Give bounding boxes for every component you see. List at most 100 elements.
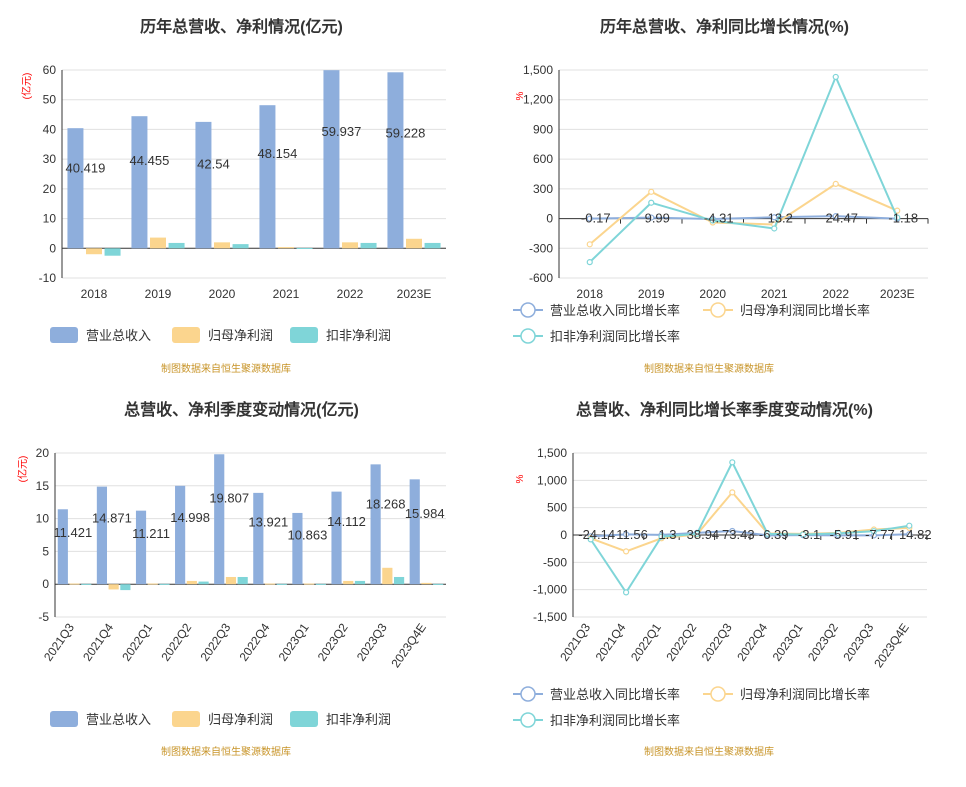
x-tick-label: 2021Q4 [593, 620, 629, 663]
data-point [586, 215, 593, 222]
data-point [870, 528, 877, 535]
y-tick-label: 50 [43, 93, 57, 107]
y-tick-label: 15 [36, 479, 50, 493]
x-tick-label: 2022Q1 [119, 620, 155, 663]
x-tick-label: 2020 [699, 287, 726, 301]
x-tick-label: 2022Q4 [237, 620, 273, 663]
data-point [623, 548, 630, 555]
y-tick-label: 1,000 [537, 473, 567, 487]
y-tick-label: 0 [560, 528, 567, 542]
x-tick-label: 2018 [81, 287, 108, 301]
series-line-revenue-growth [589, 215, 898, 220]
data-label: 40.419 [66, 161, 106, 176]
data-point [648, 188, 655, 195]
data-label: 9.99 [645, 211, 670, 226]
data-point [623, 531, 630, 538]
y-tick-label: 40 [43, 122, 57, 136]
data-point [906, 522, 913, 529]
y-tick-label: 20 [43, 182, 57, 196]
x-tick-label: 2020 [209, 287, 236, 301]
bar-revenue [253, 492, 264, 585]
data-label: 11.211 [132, 526, 170, 541]
y-tick-label: -600 [529, 271, 553, 285]
data-label: -0.17 [581, 211, 611, 226]
chart-title: 总营收、净利同比增长率季度变动情况(%) [576, 400, 873, 419]
y-tick-label: -300 [529, 241, 553, 255]
x-tick-label: 2019 [145, 287, 172, 301]
data-point [586, 259, 593, 266]
bar-revenue [259, 105, 276, 249]
x-tick-label: 2023Q2 [805, 620, 841, 663]
data-point [729, 527, 736, 535]
x-tick-label: 2021Q4 [80, 620, 116, 663]
x-tick-label: 2023E [397, 287, 432, 301]
y-tick-label: -5 [38, 610, 49, 624]
data-label: 10.863 [288, 527, 328, 542]
y-tick-label: 1,500 [523, 63, 553, 77]
data-point [623, 589, 630, 596]
quarterly-growth-chart: 总营收、净利同比增长率季度变动情况(%)% -1,500 -1,000 -500 0 50… [483, 393, 966, 786]
data-label: 59.937 [322, 124, 362, 139]
x-tick-label: 2021Q3 [41, 620, 77, 663]
data-label: 11.56 [616, 527, 648, 542]
y-tick-label: -500 [543, 555, 567, 569]
chart-title: 总营收、净利季度变动情况(亿元) [124, 400, 359, 419]
data-label: 44.455 [130, 153, 170, 168]
bar-net-profit [304, 583, 315, 585]
bar-deducted-profit [237, 576, 248, 585]
y-tick-label: 1,200 [523, 93, 553, 107]
series-line-deducted-profit-growth [589, 460, 910, 595]
legend-label: 营业总收入同比增长率 [550, 303, 680, 318]
series-line-net-profit-growth [590, 490, 910, 553]
data-label: 48.154 [258, 146, 298, 161]
legend-swatch [172, 327, 200, 343]
legend-marker [520, 328, 536, 344]
bar-net-profit [421, 582, 432, 585]
bar-deducted-profit [393, 576, 405, 585]
y-tick-label: 0 [49, 241, 56, 255]
data-label: -6.39 [759, 527, 789, 542]
data-label: 14.998 [170, 510, 210, 525]
bar-revenue [175, 485, 186, 585]
data-point [709, 217, 716, 224]
bar-net-profit [214, 242, 230, 249]
x-tick-label: 2022Q2 [158, 620, 194, 663]
bar-deducted-profit [81, 583, 92, 585]
bar-deducted-profit [104, 248, 121, 256]
data-point [771, 214, 778, 221]
data-point [764, 530, 771, 538]
legend-label: 扣非净利润同比增长率 [550, 329, 680, 344]
legend-label: 扣非净利润 [326, 712, 391, 727]
y-tick-label: 20 [36, 446, 50, 460]
y-tick-label: -1,500 [533, 610, 567, 624]
y-tick-label: 500 [547, 501, 567, 515]
x-tick-label: 2021 [761, 287, 788, 301]
data-label: -1.18 [888, 211, 918, 226]
bar-revenue [96, 486, 108, 585]
x-tick-label: 2023Q3 [840, 620, 876, 663]
data-label: 59.228 [386, 125, 426, 140]
bar-revenue [387, 72, 404, 249]
data-label: 13.921 [248, 515, 288, 530]
data-point [587, 536, 594, 543]
data-label: -24.14 [578, 527, 615, 542]
bar-net-profit [69, 583, 80, 585]
data-label: 15.984 [405, 506, 445, 521]
bar-net-profit [225, 576, 237, 585]
data-point [835, 530, 842, 537]
bar-deducted-profit [232, 244, 249, 249]
bar-net-profit [264, 583, 276, 585]
legend-marker [710, 686, 726, 702]
legend-label: 归母净利润 [208, 712, 273, 727]
bar-deducted-profit [315, 583, 326, 585]
bar-revenue [67, 128, 84, 249]
bar-net-profit [343, 580, 354, 585]
data-label: 13.2 [768, 211, 793, 226]
legend-swatch [50, 327, 78, 343]
bar-deducted-profit [168, 242, 185, 249]
data-point [906, 531, 913, 538]
bar-revenue [331, 491, 342, 585]
y-tick-label: 10 [36, 512, 50, 526]
bar-net-profit [278, 247, 294, 249]
data-label: 11.421 [53, 525, 92, 540]
